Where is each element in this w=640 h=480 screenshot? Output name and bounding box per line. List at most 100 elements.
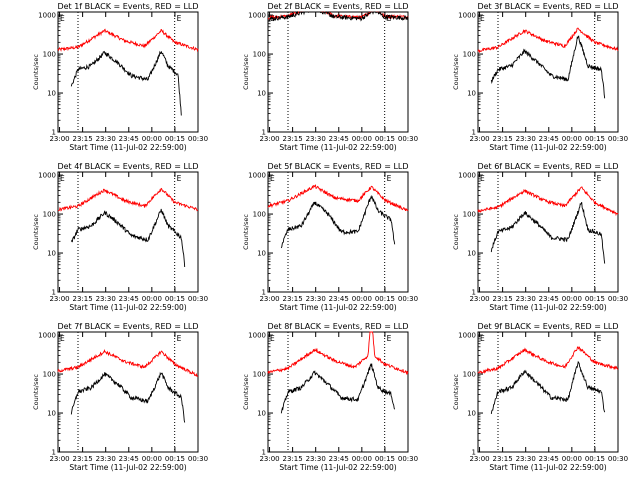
x-tick-label: 23:15 <box>283 295 303 303</box>
e-marker: E <box>480 174 485 183</box>
y-tick-label: 1000 <box>458 12 476 20</box>
x-tick-label: 23:00 <box>259 295 279 303</box>
y-tick-label: 1000 <box>38 172 56 180</box>
x-tick-label: 00:15 <box>375 295 395 303</box>
e-marker: E <box>270 334 275 343</box>
x-tick-label: 23:45 <box>329 455 349 463</box>
y-tick-label: 100 <box>463 51 476 59</box>
x-tick-label: 00:00 <box>142 455 162 463</box>
y-tick-label: 1 <box>472 449 476 457</box>
e-marker: E <box>60 174 65 183</box>
x-tick-label: 23:00 <box>49 455 69 463</box>
y-tick-label: 10 <box>47 250 56 258</box>
y-tick-label: 1 <box>52 129 56 137</box>
panel-det-2: Det 2f BLACK = Events, RED = LLD 1 10 100 10… <box>242 2 418 152</box>
e-marker: E <box>60 334 65 343</box>
x-tick-label: 00:00 <box>352 455 372 463</box>
y-tick-label: 10 <box>467 250 476 258</box>
y-axis-label: Counts/sec <box>32 214 40 250</box>
panel-title: Det 9f BLACK = Events, RED = LLD <box>477 322 618 331</box>
y-tick-label: 100 <box>253 371 266 379</box>
x-tick-label: 23:30 <box>516 135 536 143</box>
x-tick-label: 23:30 <box>306 455 326 463</box>
x-tick-label: 23:15 <box>493 455 513 463</box>
x-tick-label: 00:30 <box>608 135 628 143</box>
y-axis-label: Counts/sec <box>452 214 460 250</box>
series-lld <box>267 331 409 376</box>
x-tick-label: 23:15 <box>283 135 303 143</box>
plot-frame <box>57 331 199 453</box>
e-marker: E <box>270 174 275 183</box>
x-axis-label: Start Time (11-Jul-02 22:59:00) <box>69 303 186 312</box>
x-tick-label: 23:00 <box>469 135 489 143</box>
y-tick-label: 10 <box>467 410 476 418</box>
y-tick-label: 100 <box>253 211 266 219</box>
x-tick-label: 23:45 <box>119 295 139 303</box>
x-tick-label: 00:15 <box>165 455 185 463</box>
x-tick-label: 23:30 <box>96 295 116 303</box>
plot-frame <box>477 331 619 453</box>
x-tick-label: 23:45 <box>119 455 139 463</box>
x-tick-label: 00:00 <box>562 455 582 463</box>
x-tick-label: 23:30 <box>306 135 326 143</box>
panel-det-3: Det 3f BLACK = Events, RED = LLD 1 10 100 10… <box>452 2 628 152</box>
x-tick-label: 00:15 <box>165 135 185 143</box>
series-events <box>70 50 182 116</box>
series-lld <box>477 27 619 54</box>
x-tick-label: 00:15 <box>585 455 605 463</box>
y-axis-label: Counts/sec <box>242 374 250 410</box>
x-tick-label: 23:30 <box>306 295 326 303</box>
e-marker: E <box>177 174 182 183</box>
x-tick-label: 23:30 <box>96 455 116 463</box>
e-marker: E <box>177 334 182 343</box>
y-axis-label: Counts/sec <box>242 54 250 90</box>
x-tick-label: 00:00 <box>562 295 582 303</box>
panel-grid: Det 1f BLACK = Events, RED = LLD11010010… <box>32 2 628 472</box>
y-tick-label: 10 <box>47 90 56 98</box>
series-lld <box>57 349 199 377</box>
series-events <box>267 11 409 22</box>
panel-title: Det 4f BLACK = Events, RED = LLD <box>57 162 198 171</box>
series-events <box>490 35 606 99</box>
x-axis-label: Start Time (11-Jul-02 22:59:00) <box>279 143 396 152</box>
e-marker: E <box>60 14 65 23</box>
x-tick-label: 00:15 <box>585 295 605 303</box>
plot-frame <box>57 171 199 293</box>
y-tick-label: 1 <box>52 289 56 297</box>
x-tick-label: 00:30 <box>188 135 208 143</box>
x-axis-label: Start Time (11-Jul-02 22:59:00) <box>279 463 396 472</box>
series-lld <box>477 346 619 375</box>
y-tick-label: 100 <box>43 51 56 59</box>
x-tick-label: 00:30 <box>398 455 418 463</box>
y-tick-label: 100 <box>463 371 476 379</box>
y-tick-label: 10 <box>257 250 266 258</box>
y-tick-label: 1000 <box>38 332 56 340</box>
panel-det-1: Det 1f BLACK = Events, RED = LLD 1 10 100 10… <box>32 2 208 152</box>
x-axis-label: Start Time (11-Jul-02 22:59:00) <box>489 303 606 312</box>
x-tick-label: 23:45 <box>329 135 349 143</box>
x-tick-label: 00:00 <box>352 135 372 143</box>
x-tick-label: 23:00 <box>49 135 69 143</box>
x-tick-label: 00:30 <box>608 455 628 463</box>
panel-title: Det 1f BLACK = Events, RED = LLD <box>57 2 198 11</box>
x-axis-label: Start Time (11-Jul-02 22:59:00) <box>489 463 606 472</box>
x-tick-label: 00:30 <box>188 455 208 463</box>
y-tick-label: 10 <box>467 90 476 98</box>
x-tick-label: 23:15 <box>283 455 303 463</box>
x-tick-label: 00:30 <box>398 295 418 303</box>
e-marker: E <box>387 174 392 183</box>
x-tick-label: 23:45 <box>539 295 559 303</box>
y-tick-label: 1000 <box>458 172 476 180</box>
x-tick-label: 23:30 <box>96 135 116 143</box>
e-marker: E <box>597 334 602 343</box>
plot-frame <box>267 171 409 293</box>
x-tick-label: 23:00 <box>469 455 489 463</box>
y-tick-label: 1000 <box>458 332 476 340</box>
panel-det-9: Det 9f BLACK = Events, RED = LLD 1 10 100 10… <box>452 322 628 472</box>
y-tick-label: 1000 <box>38 12 56 20</box>
panel-title: Det 5f BLACK = Events, RED = LLD <box>267 162 408 171</box>
y-tick-label: 1 <box>472 129 476 137</box>
x-tick-label: 00:30 <box>608 295 628 303</box>
